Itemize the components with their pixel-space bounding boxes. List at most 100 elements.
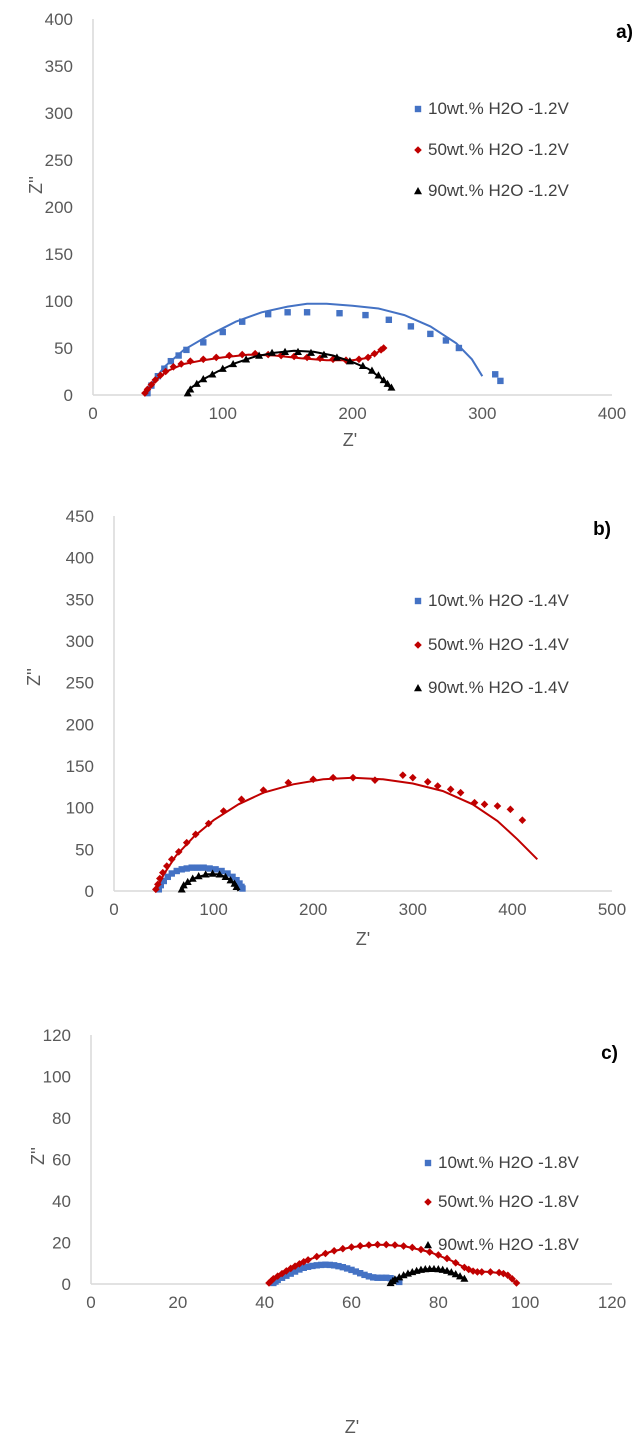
series-3 (386, 1264, 469, 1287)
data-point (255, 351, 264, 359)
x-tick-label: 300 (399, 900, 427, 919)
data-point (506, 805, 515, 814)
chart-panel-1: 0 100 200 300 400 0 50 100 150 200 250 300 350 400 Z' Z… (26, 10, 633, 450)
data-point (167, 357, 175, 365)
legend-marker (414, 597, 422, 605)
y-tick-label: 40 (52, 1192, 71, 1211)
y-tick-label: 200 (45, 198, 73, 217)
data-point (493, 802, 502, 810)
legend-label: 50wt.% H2O -1.8V (438, 1192, 579, 1211)
data-point (339, 1244, 347, 1253)
data-point (470, 798, 479, 807)
y-axis-title: Z'' (26, 176, 46, 194)
data-point (367, 366, 376, 374)
y-tick-label: 0 (85, 882, 94, 901)
x-axis-title: Z' (343, 430, 357, 450)
data-point (290, 352, 298, 361)
data-point (182, 838, 191, 847)
legend-marker (414, 105, 422, 113)
y-tick-label: 250 (45, 151, 73, 170)
data-point (423, 778, 432, 786)
data-point (212, 353, 221, 362)
data-point (455, 344, 463, 352)
data-point (345, 357, 354, 365)
chart-panel-2: 0 100 200 300 400 500 0 50 100 150 200 250 300 350 400… (24, 507, 626, 949)
y-tick-label: 50 (75, 840, 94, 859)
legend-label: 10wt.% H2O -1.8V (438, 1153, 579, 1172)
data-point (356, 1242, 364, 1250)
x-axis-title: Z' (345, 1417, 359, 1437)
x-tick-label: 0 (86, 1293, 95, 1312)
legend-marker (414, 146, 422, 154)
y-tick-label: 0 (62, 1275, 71, 1294)
data-point (191, 830, 200, 839)
data-point (409, 773, 417, 782)
data-point (141, 389, 149, 397)
y-tick-label: 400 (66, 549, 94, 568)
y-tick-label: 150 (66, 757, 94, 776)
data-point (304, 1256, 312, 1264)
data-point (183, 865, 190, 872)
data-point (162, 862, 171, 870)
data-point (355, 355, 363, 364)
y-tick-label: 250 (66, 674, 94, 693)
x-tick-label: 80 (429, 1293, 448, 1312)
data-point (199, 375, 208, 383)
legend-marker (414, 641, 422, 649)
data-point (179, 881, 188, 889)
data-point (492, 371, 499, 378)
data-point (480, 800, 489, 809)
data-point (143, 385, 152, 394)
data-point (175, 352, 182, 359)
data-point (206, 865, 213, 872)
x-tick-label: 200 (299, 900, 327, 919)
data-point (154, 880, 162, 889)
legend-label: 50wt.% H2O -1.4V (428, 635, 569, 654)
data-point (229, 359, 238, 368)
series-3 (177, 869, 241, 893)
data-point (239, 885, 246, 892)
data-point (219, 328, 226, 336)
legend-label: 10wt.% H2O -1.4V (428, 591, 569, 610)
data-point (442, 337, 450, 344)
data-point (156, 371, 165, 380)
data-point (382, 1240, 391, 1249)
data-point (159, 868, 167, 877)
x-tick-label: 400 (598, 404, 626, 423)
data-point (443, 1266, 452, 1274)
data-point (194, 864, 201, 871)
chart-panel-3: 0 20 40 60 80 100 120 0 20 40 60 80 100 120 Z' Z'' c) 10w… (28, 1026, 626, 1437)
data-point (370, 349, 379, 358)
x-tick-label: 100 (209, 404, 237, 423)
data-point (312, 1252, 321, 1261)
series-2 (141, 344, 388, 397)
data-point (291, 1262, 299, 1270)
data-point (407, 323, 415, 330)
data-point (215, 870, 224, 878)
data-point (486, 1268, 495, 1276)
x-tick-label: 100 (511, 1293, 539, 1312)
data-point (284, 778, 293, 787)
data-point (174, 848, 183, 856)
y-tick-label: 300 (66, 632, 94, 651)
data-point (390, 1275, 399, 1283)
data-point (168, 870, 175, 877)
data-point (284, 309, 291, 316)
data-point (156, 874, 164, 883)
data-point (219, 807, 228, 815)
data-point (385, 316, 393, 323)
x-tick-label: 40 (255, 1293, 274, 1312)
data-point (192, 379, 201, 387)
data-point (306, 348, 315, 356)
y-axis-title: Z'' (24, 668, 44, 686)
data-point (332, 353, 341, 361)
x-tick-label: 300 (468, 404, 496, 423)
y-tick-label: 300 (45, 104, 73, 123)
data-point (512, 1279, 521, 1287)
legend-marker (424, 1159, 432, 1167)
data-point (395, 1273, 404, 1281)
data-point (237, 795, 246, 804)
data-point (362, 311, 369, 319)
data-point (377, 346, 385, 354)
x-tick-label: 400 (498, 900, 526, 919)
